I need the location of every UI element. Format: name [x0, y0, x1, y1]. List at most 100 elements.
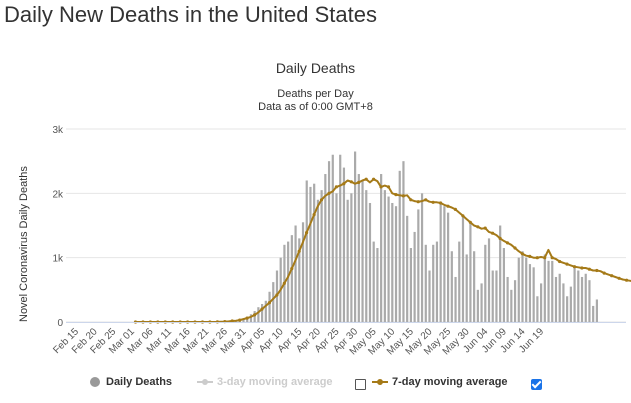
daily-deaths-bar[interactable]: [424, 244, 427, 322]
seven-day-average-point[interactable]: [267, 301, 271, 305]
checkbox-3-day-average[interactable]: [355, 379, 366, 390]
daily-deaths-bar[interactable]: [536, 296, 539, 322]
seven-day-average-point[interactable]: [483, 226, 487, 230]
daily-deaths-bar[interactable]: [595, 299, 598, 322]
daily-deaths-bars[interactable]: [216, 151, 598, 323]
seven-day-average-point[interactable]: [357, 180, 361, 184]
daily-deaths-bar[interactable]: [324, 174, 327, 322]
daily-deaths-bar[interactable]: [588, 280, 591, 322]
daily-deaths-bar[interactable]: [331, 154, 334, 322]
daily-deaths-bar[interactable]: [305, 180, 308, 322]
daily-deaths-bar[interactable]: [365, 190, 368, 322]
daily-deaths-bar[interactable]: [287, 241, 290, 322]
daily-deaths-bar[interactable]: [376, 248, 379, 322]
daily-deaths-bar[interactable]: [473, 251, 476, 322]
seven-day-average-point[interactable]: [617, 276, 621, 280]
seven-day-average-point[interactable]: [453, 207, 457, 211]
seven-day-average-point[interactable]: [431, 200, 435, 204]
daily-deaths-bar[interactable]: [342, 167, 346, 322]
legend-item-7-day-average[interactable]: 7-day moving average: [372, 376, 508, 388]
daily-deaths-bar[interactable]: [327, 161, 331, 322]
seven-day-average-point[interactable]: [253, 313, 257, 317]
seven-day-average-point[interactable]: [565, 262, 569, 266]
seven-day-average-point[interactable]: [349, 180, 353, 184]
daily-deaths-bar[interactable]: [391, 202, 394, 322]
daily-deaths-bar[interactable]: [491, 270, 494, 322]
daily-deaths-bar[interactable]: [447, 212, 450, 322]
daily-deaths-bar[interactable]: [517, 257, 520, 322]
daily-deaths-bar[interactable]: [264, 300, 267, 322]
daily-deaths-bar[interactable]: [506, 276, 509, 322]
seven-day-average-line[interactable]: [135, 178, 631, 323]
daily-deaths-bar[interactable]: [558, 273, 561, 322]
seven-day-average-point[interactable]: [215, 320, 219, 324]
daily-deaths-bar[interactable]: [242, 318, 245, 322]
daily-deaths-bar[interactable]: [439, 202, 442, 322]
daily-deaths-bar[interactable]: [469, 222, 472, 322]
daily-deaths-bar[interactable]: [301, 222, 305, 322]
seven-day-average-point[interactable]: [491, 231, 495, 235]
seven-day-average-point[interactable]: [476, 225, 480, 229]
daily-deaths-bar[interactable]: [592, 305, 595, 322]
seven-day-average-point[interactable]: [535, 256, 539, 260]
seven-day-average-point[interactable]: [401, 194, 405, 198]
daily-deaths-bar[interactable]: [432, 244, 435, 322]
seven-day-average-point[interactable]: [520, 252, 525, 256]
seven-day-average-point[interactable]: [372, 177, 376, 181]
daily-deaths-bar[interactable]: [383, 190, 386, 322]
daily-deaths-bar[interactable]: [480, 283, 483, 322]
seven-day-average-point[interactable]: [625, 278, 629, 282]
daily-deaths-bar[interactable]: [409, 248, 412, 322]
seven-day-average-point[interactable]: [528, 254, 532, 258]
seven-day-average-point[interactable]: [513, 246, 517, 250]
seven-day-average-point[interactable]: [558, 259, 562, 264]
daily-deaths-bar[interactable]: [476, 289, 479, 322]
daily-deaths-bar[interactable]: [566, 296, 569, 322]
daily-deaths-bar[interactable]: [357, 174, 360, 322]
daily-deaths-bar[interactable]: [394, 206, 398, 322]
daily-deaths-bar[interactable]: [502, 248, 505, 322]
seven-day-average-point[interactable]: [364, 177, 368, 181]
seven-day-average-point[interactable]: [498, 236, 502, 240]
daily-deaths-bar[interactable]: [420, 193, 424, 322]
seven-day-average-point[interactable]: [424, 198, 428, 202]
seven-day-average-point[interactable]: [468, 220, 472, 224]
daily-deaths-bar[interactable]: [398, 170, 401, 322]
seven-day-average-point[interactable]: [446, 204, 450, 208]
daily-deaths-bar[interactable]: [495, 270, 498, 322]
daily-deaths-bar[interactable]: [569, 286, 572, 322]
seven-day-average-point[interactable]: [409, 198, 413, 202]
daily-deaths-bar[interactable]: [443, 206, 446, 322]
seven-day-average-point[interactable]: [439, 201, 443, 205]
daily-deaths-bar[interactable]: [454, 276, 457, 322]
seven-day-average-point[interactable]: [334, 185, 338, 189]
seven-day-average-point[interactable]: [595, 268, 599, 273]
daily-deaths-bar[interactable]: [294, 225, 297, 323]
seven-day-average-point[interactable]: [587, 267, 592, 271]
daily-deaths-bar[interactable]: [513, 280, 517, 322]
seven-day-average-point[interactable]: [245, 316, 249, 320]
daily-deaths-bar[interactable]: [290, 235, 293, 322]
daily-deaths-bar[interactable]: [465, 254, 468, 322]
daily-deaths-bar[interactable]: [406, 215, 409, 322]
legend-item-daily-deaths[interactable]: Daily Deaths: [90, 376, 172, 388]
seven-day-average-point[interactable]: [394, 193, 398, 197]
daily-deaths-bar[interactable]: [435, 241, 439, 322]
daily-deaths-bar[interactable]: [487, 238, 491, 322]
daily-deaths-bar[interactable]: [350, 193, 353, 322]
seven-day-average-point[interactable]: [327, 191, 331, 195]
daily-deaths-bar[interactable]: [309, 186, 312, 322]
daily-deaths-bar[interactable]: [554, 276, 558, 322]
daily-deaths-bar[interactable]: [584, 273, 587, 322]
daily-deaths-bar[interactable]: [573, 267, 576, 322]
daily-deaths-bar[interactable]: [316, 199, 319, 322]
daily-deaths-bar[interactable]: [525, 257, 528, 322]
daily-deaths-bar[interactable]: [484, 244, 487, 322]
seven-day-average-point[interactable]: [275, 293, 279, 297]
daily-deaths-bar[interactable]: [368, 202, 372, 322]
seven-day-average-point[interactable]: [505, 241, 510, 245]
seven-day-average-point[interactable]: [602, 271, 606, 275]
seven-day-average-point[interactable]: [461, 214, 465, 218]
daily-deaths-bar[interactable]: [272, 282, 275, 322]
daily-deaths-bar[interactable]: [261, 303, 264, 322]
